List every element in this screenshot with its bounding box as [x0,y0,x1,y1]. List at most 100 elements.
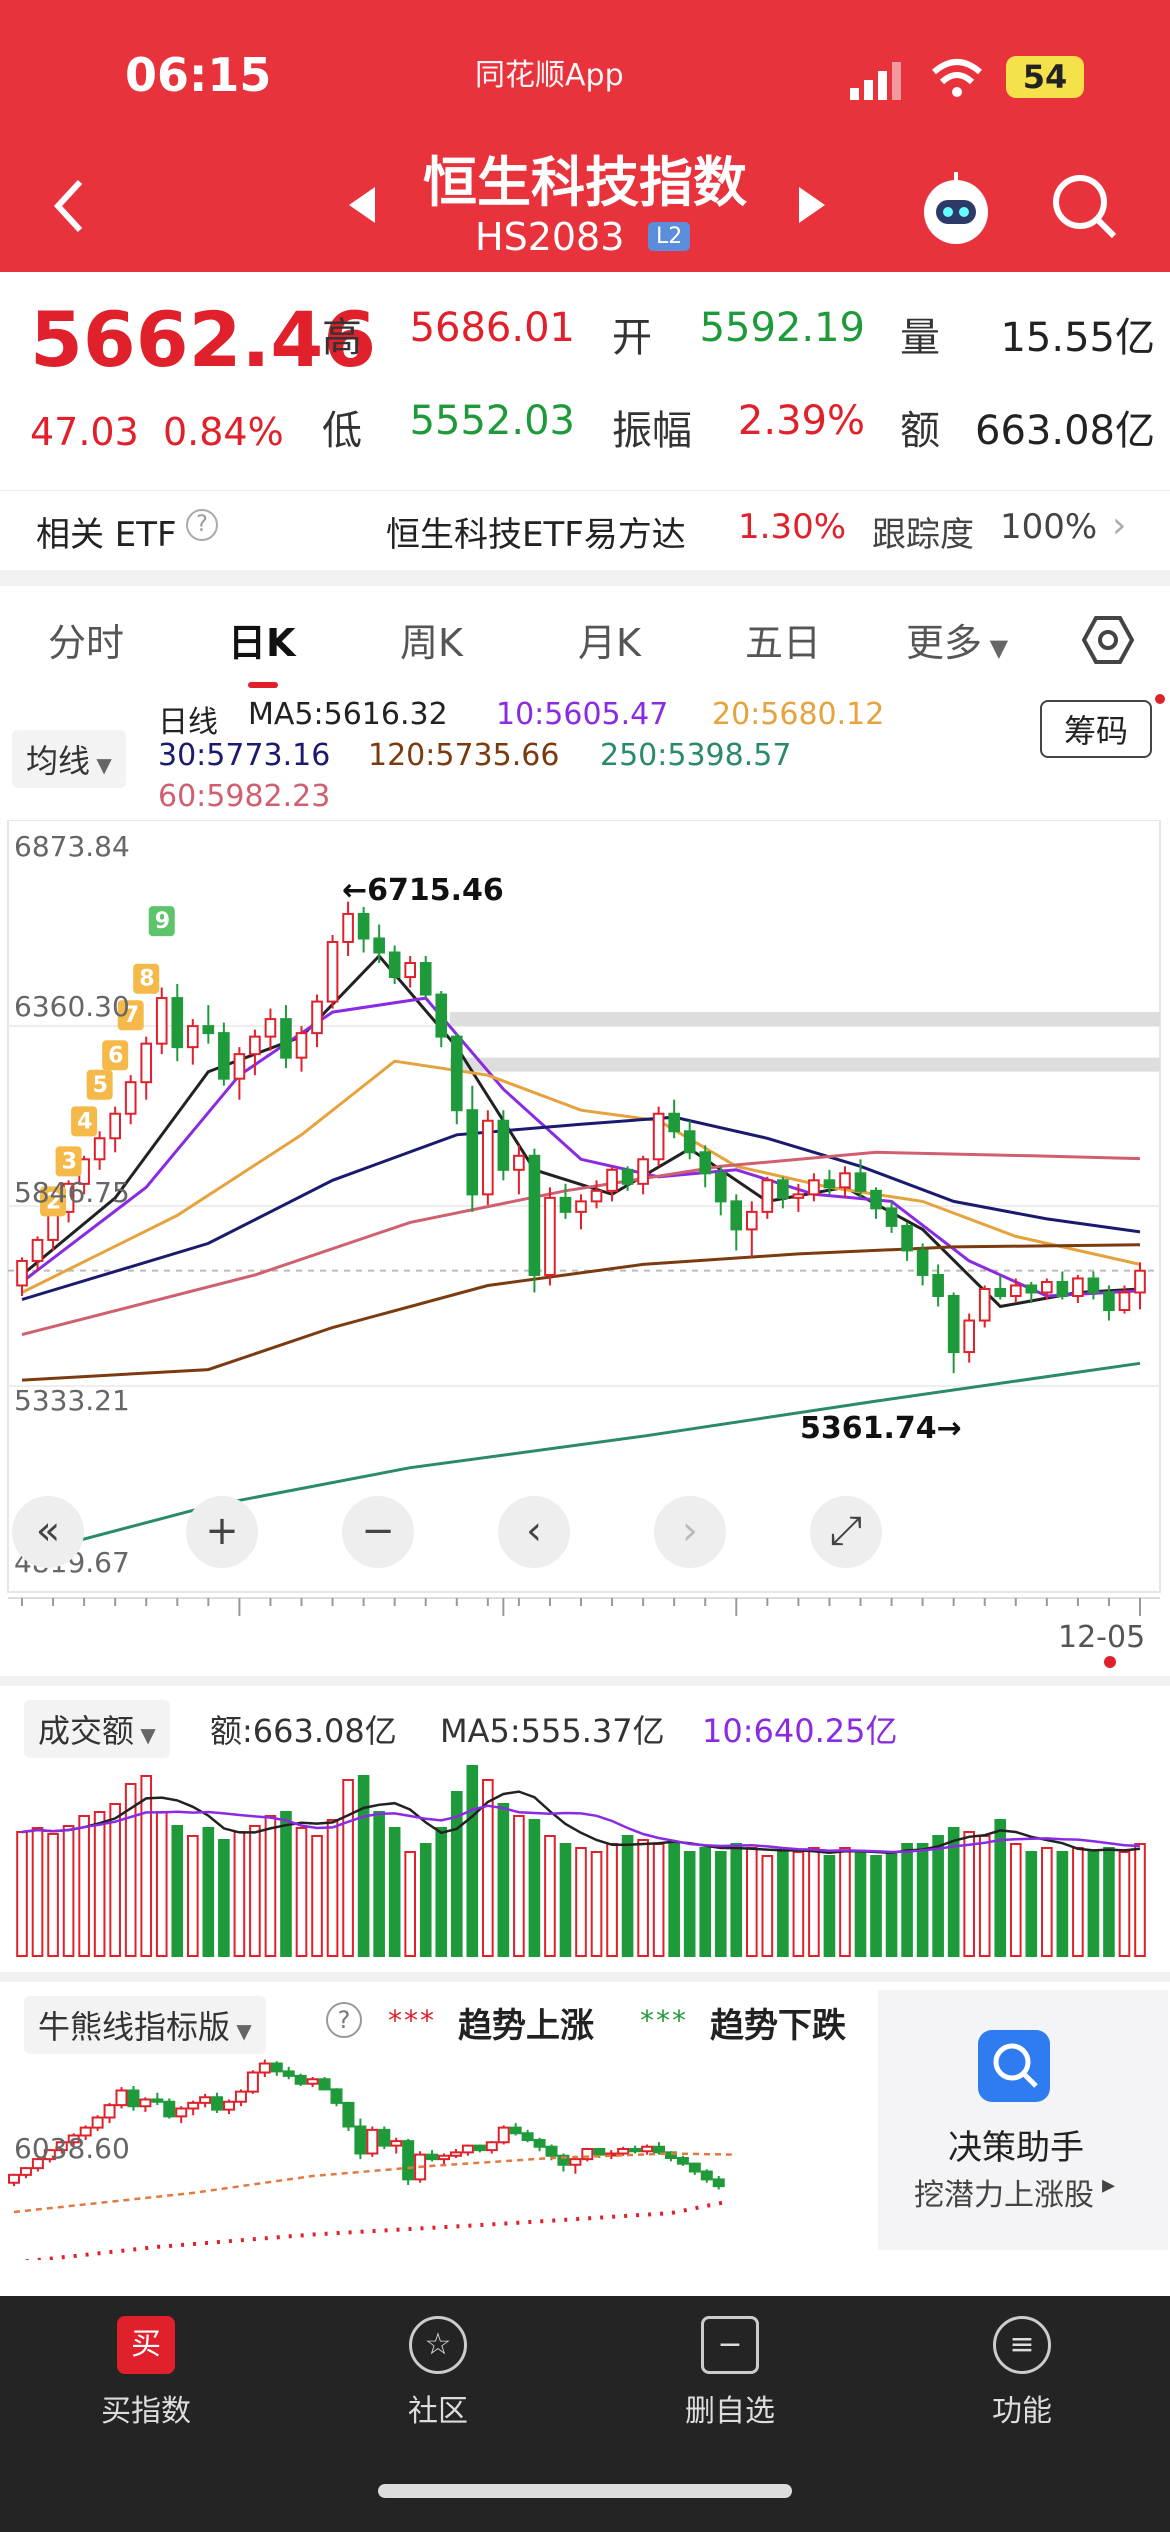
bullbear-body [354,2125,367,2155]
track-value: 100% [1000,507,1098,547]
robot-assistant-icon[interactable] [918,170,994,246]
tab-weekly-k[interactable]: 周K [400,621,463,665]
bullbear-body [676,2157,689,2165]
bullbear-body [139,2098,152,2108]
amount-value: 663.08亿 [975,408,1155,454]
settings-hexagon-icon[interactable] [1082,614,1134,666]
candle-body [280,1018,292,1059]
nav-remove-watchlist[interactable]: − 删自选 [630,2316,830,2430]
volume-bar [466,1765,479,1957]
volume-bar [47,1833,59,1957]
zoom-in-icon[interactable]: + [186,1496,258,1568]
buy-icon: 买 [117,2316,175,2374]
sequence-badge [117,1000,144,1031]
next-stock-icon[interactable] [795,185,829,225]
sequence-badge-label: 2 [46,1189,61,1214]
candle-body [450,1035,463,1112]
tab-timeshare[interactable]: 分时 [48,621,125,665]
volume-bar [683,1851,696,1957]
app-header: 06:15 同花顺App 54 恒生科技指数 HS2083 L2 [0,0,1170,272]
bullbear-body [617,2148,630,2155]
volume-label: 量 [900,315,940,361]
volume-bar [326,1819,339,1957]
candle-body [606,1168,618,1192]
nav-community[interactable]: ☆ 社区 [338,2316,538,2430]
bullbear-chart[interactable]: 6038.60 [0,2040,880,2260]
volume-bar [93,1811,106,1957]
volume-bar [280,1811,292,1957]
candle-body [932,1273,944,1297]
volume-bar [916,1843,929,1957]
back-icon[interactable] [50,176,90,236]
volume-selector[interactable]: 成交额 ▼ [24,1700,170,1758]
sequence-badge-label: 3 [62,1149,77,1174]
tab-five-day[interactable]: 五日 [745,621,822,665]
volume-bar [777,1851,789,1957]
candle-body [978,1287,991,1322]
tab-more[interactable]: 更多 ▼ [906,612,1008,667]
candle-body [342,912,354,943]
decision-assistant-card[interactable]: 决策助手 挖潜力上涨股 ▸ [878,1990,1168,2250]
volume-bar [1103,1847,1115,1957]
volume-bar [202,1827,215,1957]
volume-value: 15.55亿 [1000,315,1155,361]
candle-body [652,1112,665,1161]
bullbear-body [115,2089,128,2107]
candle-body [497,1119,510,1171]
candle-body [730,1200,743,1231]
pan-right-icon[interactable]: › [654,1496,726,1568]
help-icon[interactable]: ? [326,2002,362,2038]
pan-left-icon[interactable]: ‹ [498,1496,570,1568]
volume-chart[interactable] [0,1746,1170,1966]
candle-body [373,937,385,954]
ma120-line [21,1243,1141,1382]
bullbear-body [211,2096,224,2111]
bullbear-body [402,2140,415,2181]
ma-selector[interactable]: 均线 ▼ [12,730,126,788]
help-icon[interactable]: ? [186,509,218,541]
bullbear-body [545,2145,558,2157]
volume-selector-label: 成交额 [38,1712,135,1750]
bullbear-body [151,2098,164,2103]
latest-dot [1104,1656,1116,1668]
candle-body [528,1154,541,1276]
candles [16,901,1146,1374]
candle-body [1025,1284,1038,1294]
candle-body [1087,1277,1100,1294]
nav-buy-index[interactable]: 买 买指数 [46,2316,246,2430]
bullbear-body [187,2101,200,2110]
bullbear-body [664,2151,677,2159]
candle-body [357,912,370,940]
zoom-out-icon[interactable]: − [342,1496,414,1568]
tab-monthly-k[interactable]: 月K [578,621,641,665]
resistance-band [450,1012,1160,1027]
search-icon[interactable] [1050,172,1120,242]
x-tick-4: 12-05 [1058,1620,1146,1655]
volume-bar [792,1851,805,1957]
fullscreen-icon[interactable]: ⤢ [810,1496,882,1568]
bullbear-body [19,2167,32,2176]
home-indicator [378,2484,792,2498]
candle-body [295,1032,308,1059]
bullbear-selector[interactable]: 牛熊线指标版 ▼ [24,1996,266,2054]
bullbear-body [318,2078,331,2091]
nav-functions[interactable]: ≡ 功能 [922,2316,1122,2430]
chevron-right-icon: › [1112,505,1127,546]
wifi-icon [932,59,982,97]
candle-body [1009,1284,1022,1297]
prev-stock-icon[interactable] [345,185,379,225]
tab-daily-k[interactable]: 日K [228,621,296,665]
volume-bar [730,1843,743,1957]
candle-body [870,1189,882,1210]
volume-bar [78,1815,90,1957]
bullbear-body [282,2070,295,2077]
candle-body [513,1154,525,1171]
related-etf-row[interactable]: 相关 ETF ? 恒生科技ETF易方达 1.30% 跟踪度 100% › [0,490,1170,560]
active-tab-indicator [248,682,278,688]
collapse-icon[interactable]: « [12,1496,84,1568]
bullbear-body [103,2104,116,2119]
chip-distribution-button[interactable]: 筹码 [1040,700,1153,758]
volume-bar [1118,1851,1131,1957]
volume-bar [373,1811,385,1957]
